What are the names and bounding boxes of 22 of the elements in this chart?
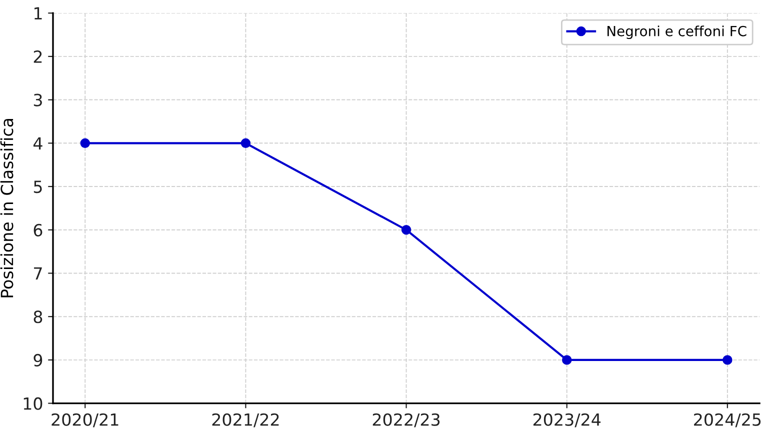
y-tick-label: 3 [34, 94, 42, 106]
x-tick-label: 2022/23 [372, 413, 440, 428]
y-tick-label: 4 [33, 137, 42, 150]
point [240, 138, 251, 148]
point [562, 355, 572, 365]
point [80, 138, 90, 148]
point [722, 355, 732, 365]
y-tick-label: 5 [34, 180, 42, 194]
y-tick-label: 8 [34, 310, 42, 324]
y-tick-label: 6 [34, 224, 42, 236]
x-tick-label: 2024/25 [694, 413, 761, 428]
y-axis-title: Posizione in Classifica [0, 118, 14, 298]
point [401, 225, 412, 235]
x-tick-label: 2021/22 [212, 413, 279, 428]
legend-label: Negroni e ceffoni FC [608, 26, 746, 40]
x-tick-label: 2020/21 [52, 413, 118, 428]
y-tick-label: 1 [34, 7, 42, 20]
y-tick-label: 10 [24, 397, 42, 410]
y-tick-label: 7 [34, 267, 42, 280]
x-tick-label: 2023/24 [533, 413, 601, 428]
y-tick-label: 2 [34, 50, 42, 63]
y-tick-label: 9 [34, 354, 42, 367]
